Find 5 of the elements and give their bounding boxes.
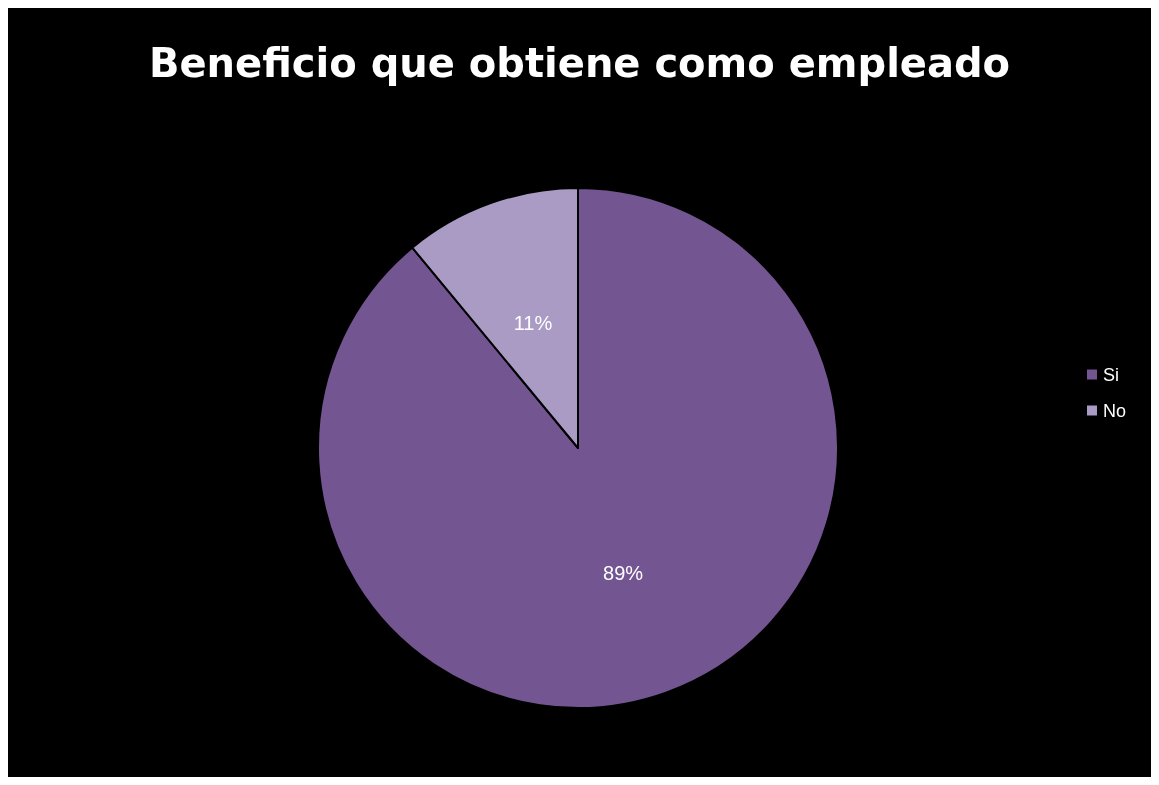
legend-label: Si <box>1102 364 1120 385</box>
data-label: 89% <box>603 562 644 585</box>
legend-label: No <box>1102 400 1127 421</box>
chart-title: Beneficio que obtiene como empleado <box>148 40 1011 86</box>
data-label: 11% <box>513 311 553 334</box>
